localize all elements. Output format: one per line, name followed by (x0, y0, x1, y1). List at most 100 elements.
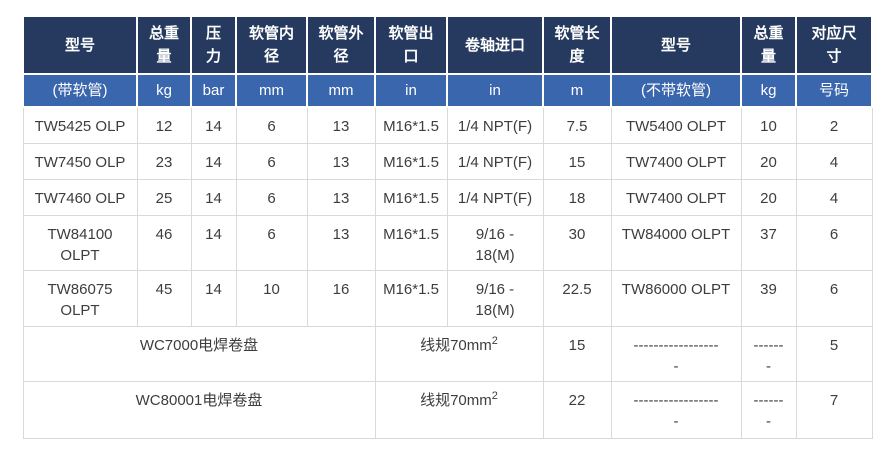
cell-r0-c4: 13 (306, 106, 376, 144)
cell-r4-c9: 39 (740, 269, 797, 327)
cell-r4-c8: TW86000 OLPT (610, 269, 742, 327)
unit-header-8: (不带软管) (610, 73, 742, 108)
cell-r1-c0: TW7450 OLP (22, 142, 138, 180)
cell-r2-c4: 13 (306, 178, 376, 216)
col-header-2: 压 力 (190, 15, 237, 75)
cell-r4-c6: 9/16 - 18(M) (446, 269, 544, 327)
cell-r2-c3: 6 (235, 178, 308, 216)
unit-header-7: m (542, 73, 612, 108)
cell-r1-c1: 23 (136, 142, 192, 180)
table-row: TW5425 OLP 12 14 6 13 M16*1.5 1/4 NPT(F) 7.5 TW5… (22, 106, 873, 144)
unit-header-1: kg (136, 73, 192, 108)
cell-r5-c1: 线规70mm2 (374, 325, 544, 382)
spec-table-container: 型号 总重 量压 力软管内 径软管外 径软管出 口卷轴进口 软管长 度型号 总重 量对… (22, 15, 873, 439)
col-header-0: 型号 (22, 15, 138, 75)
cell-r3-c2: 14 (190, 214, 237, 271)
cell-r5-c5: 5 (795, 325, 873, 382)
col-header-5: 软管出 口 (374, 15, 448, 75)
cell-r2-c10: 4 (795, 178, 873, 216)
cell-r6-c5: 7 (795, 380, 873, 439)
col-header-6: 卷轴进口 (446, 15, 544, 75)
superscript: 2 (491, 389, 498, 402)
cell-r3-c3: 6 (235, 214, 308, 271)
cell-r0-c7: 7.5 (542, 106, 612, 144)
unit-header-4: mm (306, 73, 376, 108)
cell-r3-c0: TW84100 OLPT (22, 214, 138, 271)
cell-r5-c0: WC7000电焊卷盘 (22, 325, 376, 382)
table-row: WC7000电焊卷盘 线规70mm2 15 ----------------- - --… (22, 325, 873, 382)
unit-header-2: bar (190, 73, 237, 108)
cell-r1-c4: 13 (306, 142, 376, 180)
cell-r2-c6: 1/4 NPT(F) (446, 178, 544, 216)
table-body: TW5425 OLP 12 14 6 13 M16*1.5 1/4 NPT(F) 7.5 TW5… (22, 106, 873, 439)
col-header-9: 总重 量 (740, 15, 797, 75)
cell-r0-c0: TW5425 OLP (22, 106, 138, 144)
cell-r3-c1: 46 (136, 214, 192, 271)
col-header-3: 软管内 径 (235, 15, 308, 75)
cell-r3-c5: M16*1.5 (374, 214, 448, 271)
cell-r2-c8: TW7400 OLPT (610, 178, 742, 216)
cell-r1-c9: 20 (740, 142, 797, 180)
cell-r6-c4: ------ - (740, 380, 797, 439)
col-header-4: 软管外 径 (306, 15, 376, 75)
cell-r4-c7: 22.5 (542, 269, 612, 327)
cell-r4-c3: 10 (235, 269, 308, 327)
cell-r1-c3: 6 (235, 142, 308, 180)
cell-r2-c5: M16*1.5 (374, 178, 448, 216)
cell-r6-c0: WC80001电焊卷盘 (22, 380, 376, 439)
cell-r3-c9: 37 (740, 214, 797, 271)
cell-r3-c10: 6 (795, 214, 873, 271)
cell-r4-c1: 45 (136, 269, 192, 327)
cell-r4-c10: 6 (795, 269, 873, 327)
unit-header-6: in (446, 73, 544, 108)
col-header-7: 软管长 度 (542, 15, 612, 75)
cell-r1-c6: 1/4 NPT(F) (446, 142, 544, 180)
cell-r5-c3: ----------------- - (610, 325, 742, 382)
cell-r3-c6: 9/16 - 18(M) (446, 214, 544, 271)
cell-r0-c9: 10 (740, 106, 797, 144)
cell-r4-c2: 14 (190, 269, 237, 327)
cell-r2-c9: 20 (740, 178, 797, 216)
superscript: 2 (491, 334, 498, 347)
cell-r3-c4: 13 (306, 214, 376, 271)
cell-r6-c1: 线规70mm2 (374, 380, 544, 439)
cell-r2-c1: 25 (136, 178, 192, 216)
cell-r2-c0: TW7460 OLP (22, 178, 138, 216)
table-header: 型号 总重 量压 力软管内 径软管外 径软管出 口卷轴进口 软管长 度型号 总重 量对… (22, 15, 873, 108)
cell-r1-c8: TW7400 OLPT (610, 142, 742, 180)
header-row-units: (带软管) kg bar mm mm in in m (不带软管) kg 号码 (22, 73, 873, 108)
hose-reel-spec-table: 型号 总重 量压 力软管内 径软管外 径软管出 口卷轴进口 软管长 度型号 总重 量对… (22, 15, 873, 439)
col-header-10: 对应尺 寸 (795, 15, 873, 75)
header-row-top: 型号 总重 量压 力软管内 径软管外 径软管出 口卷轴进口 软管长 度型号 总重 量对… (22, 15, 873, 75)
cell-r0-c1: 12 (136, 106, 192, 144)
cell-r3-c8: TW84000 OLPT (610, 214, 742, 271)
cell-r1-c2: 14 (190, 142, 237, 180)
col-header-8: 型号 (610, 15, 742, 75)
cell-r0-c10: 2 (795, 106, 873, 144)
table-row: TW84100 OLPT 46 14 6 13 M16*1.5 9/16 - 18(M) 30… (22, 214, 873, 271)
cell-r0-c6: 1/4 NPT(F) (446, 106, 544, 144)
table-row: TW86075 OLPT 45 14 10 16 M16*1.5 9/16 - 18(M) 2… (22, 269, 873, 327)
cell-r2-c7: 18 (542, 178, 612, 216)
cell-r6-c3: ----------------- - (610, 380, 742, 439)
table-row: TW7460 OLP 25 14 6 13 M16*1.5 1/4 NPT(F) 18 TW74… (22, 178, 873, 216)
cell-r4-c4: 16 (306, 269, 376, 327)
cell-r6-c2: 22 (542, 380, 612, 439)
unit-header-3: mm (235, 73, 308, 108)
unit-header-10: 号码 (795, 73, 873, 108)
table-row: WC80001电焊卷盘 线规70mm2 22 ----------------- --… (22, 380, 873, 439)
cell-r1-c5: M16*1.5 (374, 142, 448, 180)
cell-r3-c7: 30 (542, 214, 612, 271)
cell-r2-c2: 14 (190, 178, 237, 216)
cell-r0-c5: M16*1.5 (374, 106, 448, 144)
cell-r4-c0: TW86075 OLPT (22, 269, 138, 327)
cell-r4-c5: M16*1.5 (374, 269, 448, 327)
cell-r0-c2: 14 (190, 106, 237, 144)
table-row: TW7450 OLP 23 14 6 13 M16*1.5 1/4 NPT(F) 15 TW74… (22, 142, 873, 180)
cell-r1-c10: 4 (795, 142, 873, 180)
unit-header-9: kg (740, 73, 797, 108)
cell-r1-c7: 15 (542, 142, 612, 180)
col-header-1: 总重 量 (136, 15, 192, 75)
unit-header-0: (带软管) (22, 73, 138, 108)
cell-r5-c2: 15 (542, 325, 612, 382)
